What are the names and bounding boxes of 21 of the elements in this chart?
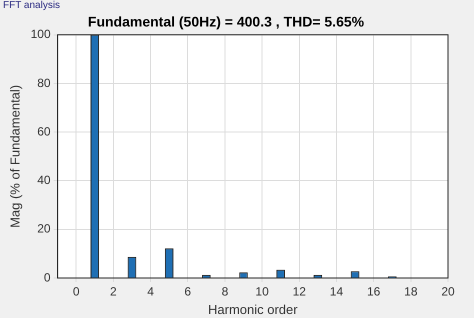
y-tick-label: 60 [37,124,51,138]
x-tick-label: 16 [366,284,381,299]
x-tick-label: 2 [110,284,118,299]
chart-title: Fundamental (50Hz) = 400.3 , THD= 5.65% [88,13,365,30]
x-tick-label: 14 [330,284,344,299]
y-tick-label: 100 [30,27,51,42]
x-tick-label: 6 [184,284,192,299]
x-tick-label: 10 [255,284,270,299]
y-tick-label: 0 [44,270,51,284]
x-tick-label: 18 [404,284,418,299]
x-tick-label: 4 [147,284,154,299]
y-tick-label: 80 [37,76,51,90]
x-axis-title: Harmonic order [208,302,298,317]
x-tick-label: 0 [72,284,80,299]
y-axis-title: Mag (% of Fundamental) [7,84,22,228]
x-tick-label: 12 [292,284,306,299]
y-tick-label: 40 [37,173,51,188]
x-tick-label: 20 [441,284,455,299]
y-tick-label: 20 [37,222,51,236]
text: FFT analysis [3,0,60,11]
x-tick-label: 8 [222,284,229,299]
